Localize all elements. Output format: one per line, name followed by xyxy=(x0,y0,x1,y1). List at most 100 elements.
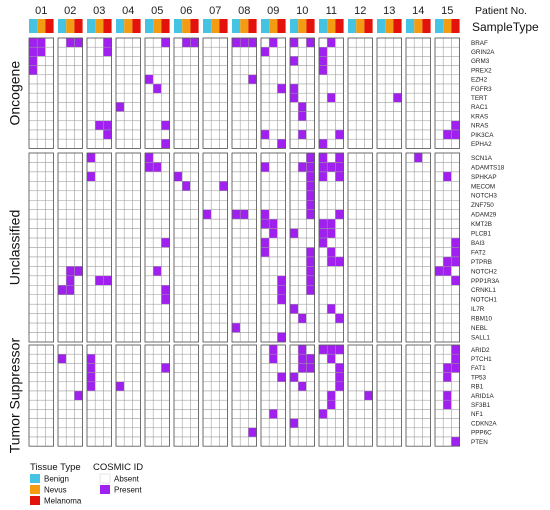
cell-absent xyxy=(335,92,344,103)
cell-absent xyxy=(413,138,423,149)
cell-absent xyxy=(173,129,183,140)
cell-absent xyxy=(239,322,249,333)
cell-absent xyxy=(413,218,423,229)
cell-absent xyxy=(94,92,104,103)
cell-absent xyxy=(161,303,170,314)
cell-absent xyxy=(181,436,191,447)
cell-absent xyxy=(442,74,452,85)
patient-block-border xyxy=(231,344,258,447)
cell-present xyxy=(318,46,328,57)
cell-absent xyxy=(36,381,46,392)
cell-absent xyxy=(393,171,402,182)
cell-absent xyxy=(190,181,199,192)
cell-absent xyxy=(161,322,170,333)
cell-absent xyxy=(384,209,394,220)
cell-absent xyxy=(152,65,162,76)
cell-absent xyxy=(422,390,431,401)
cell-present xyxy=(297,353,307,364)
cell-absent xyxy=(239,102,249,112)
gene-label-ppp1r3a: PPP1R3A xyxy=(471,278,500,285)
gene-label-braf: BRAF xyxy=(471,40,488,47)
cell-absent xyxy=(210,92,220,103)
cell-absent xyxy=(103,83,112,94)
cell-absent xyxy=(57,399,67,410)
cell-absent xyxy=(132,218,141,229)
cell-absent xyxy=(384,266,394,277)
cell-absent xyxy=(57,83,67,94)
cell-absent xyxy=(123,152,133,163)
cell-absent xyxy=(219,332,228,343)
cell-absent xyxy=(219,418,228,429)
cell-absent xyxy=(384,436,394,447)
cell-absent xyxy=(268,200,278,210)
cell-absent xyxy=(347,275,357,286)
cell-present xyxy=(442,129,452,140)
cell-present xyxy=(86,152,96,163)
cell-absent xyxy=(442,65,452,76)
cell-present xyxy=(36,37,46,48)
cell-absent xyxy=(103,65,112,76)
cell-absent xyxy=(144,409,154,419)
cell-absent xyxy=(132,436,141,447)
cell-absent xyxy=(277,418,286,429)
cell-absent xyxy=(202,218,212,229)
cell-absent xyxy=(65,256,75,267)
cell-absent xyxy=(132,56,141,66)
cell-absent xyxy=(190,266,199,277)
cell-absent xyxy=(86,120,96,131)
cell-absent xyxy=(289,209,299,220)
cell-absent xyxy=(74,209,83,220)
cell-absent xyxy=(123,390,133,401)
cell-absent xyxy=(355,390,365,401)
cell-absent xyxy=(190,120,199,131)
cell-absent xyxy=(161,209,170,220)
cell-absent xyxy=(103,353,112,364)
cell-absent xyxy=(94,399,104,410)
cell-absent xyxy=(94,65,104,76)
cell-absent xyxy=(347,218,357,229)
cell-absent xyxy=(422,129,431,140)
cell-absent xyxy=(161,418,170,429)
cell-absent xyxy=(239,353,249,364)
cell-absent xyxy=(132,344,141,355)
cell-absent xyxy=(297,46,307,57)
cell-absent xyxy=(451,83,460,94)
sample-type-cell xyxy=(277,19,286,33)
patient-label-15: 15 xyxy=(441,5,453,17)
cell-absent xyxy=(115,390,125,401)
cell-absent xyxy=(451,190,460,201)
gene-label-crnkl1: CRNKL1 xyxy=(471,287,496,294)
cell-absent xyxy=(422,294,431,305)
cell-absent xyxy=(268,313,278,324)
gene-label-sf3b1: SF3B1 xyxy=(471,402,491,409)
cell-absent xyxy=(152,353,162,364)
cell-absent xyxy=(442,427,452,438)
cell-absent xyxy=(144,237,154,248)
cell-absent xyxy=(405,381,415,392)
cell-absent xyxy=(202,294,212,305)
cell-absent xyxy=(86,303,96,314)
cell-absent xyxy=(364,171,373,182)
cell-present xyxy=(326,247,336,258)
cell-absent xyxy=(173,344,183,355)
cell-absent xyxy=(152,409,162,419)
cell-absent xyxy=(434,218,444,229)
cell-absent xyxy=(451,65,460,76)
cell-absent xyxy=(173,162,183,173)
cell-absent xyxy=(123,332,133,343)
cell-absent xyxy=(219,46,228,57)
cell-absent xyxy=(210,120,220,131)
cell-absent xyxy=(248,363,257,373)
patient-label-05: 05 xyxy=(151,5,163,17)
cell-absent xyxy=(132,181,141,192)
cell-absent xyxy=(115,218,125,229)
cell-absent xyxy=(181,390,191,401)
cell-absent xyxy=(190,313,199,324)
cell-absent xyxy=(393,427,402,438)
cell-absent xyxy=(86,46,96,57)
cell-absent xyxy=(144,209,154,220)
cell-absent xyxy=(326,56,336,66)
cell-absent xyxy=(219,228,228,239)
cell-absent xyxy=(103,171,112,182)
cell-absent xyxy=(202,372,212,383)
